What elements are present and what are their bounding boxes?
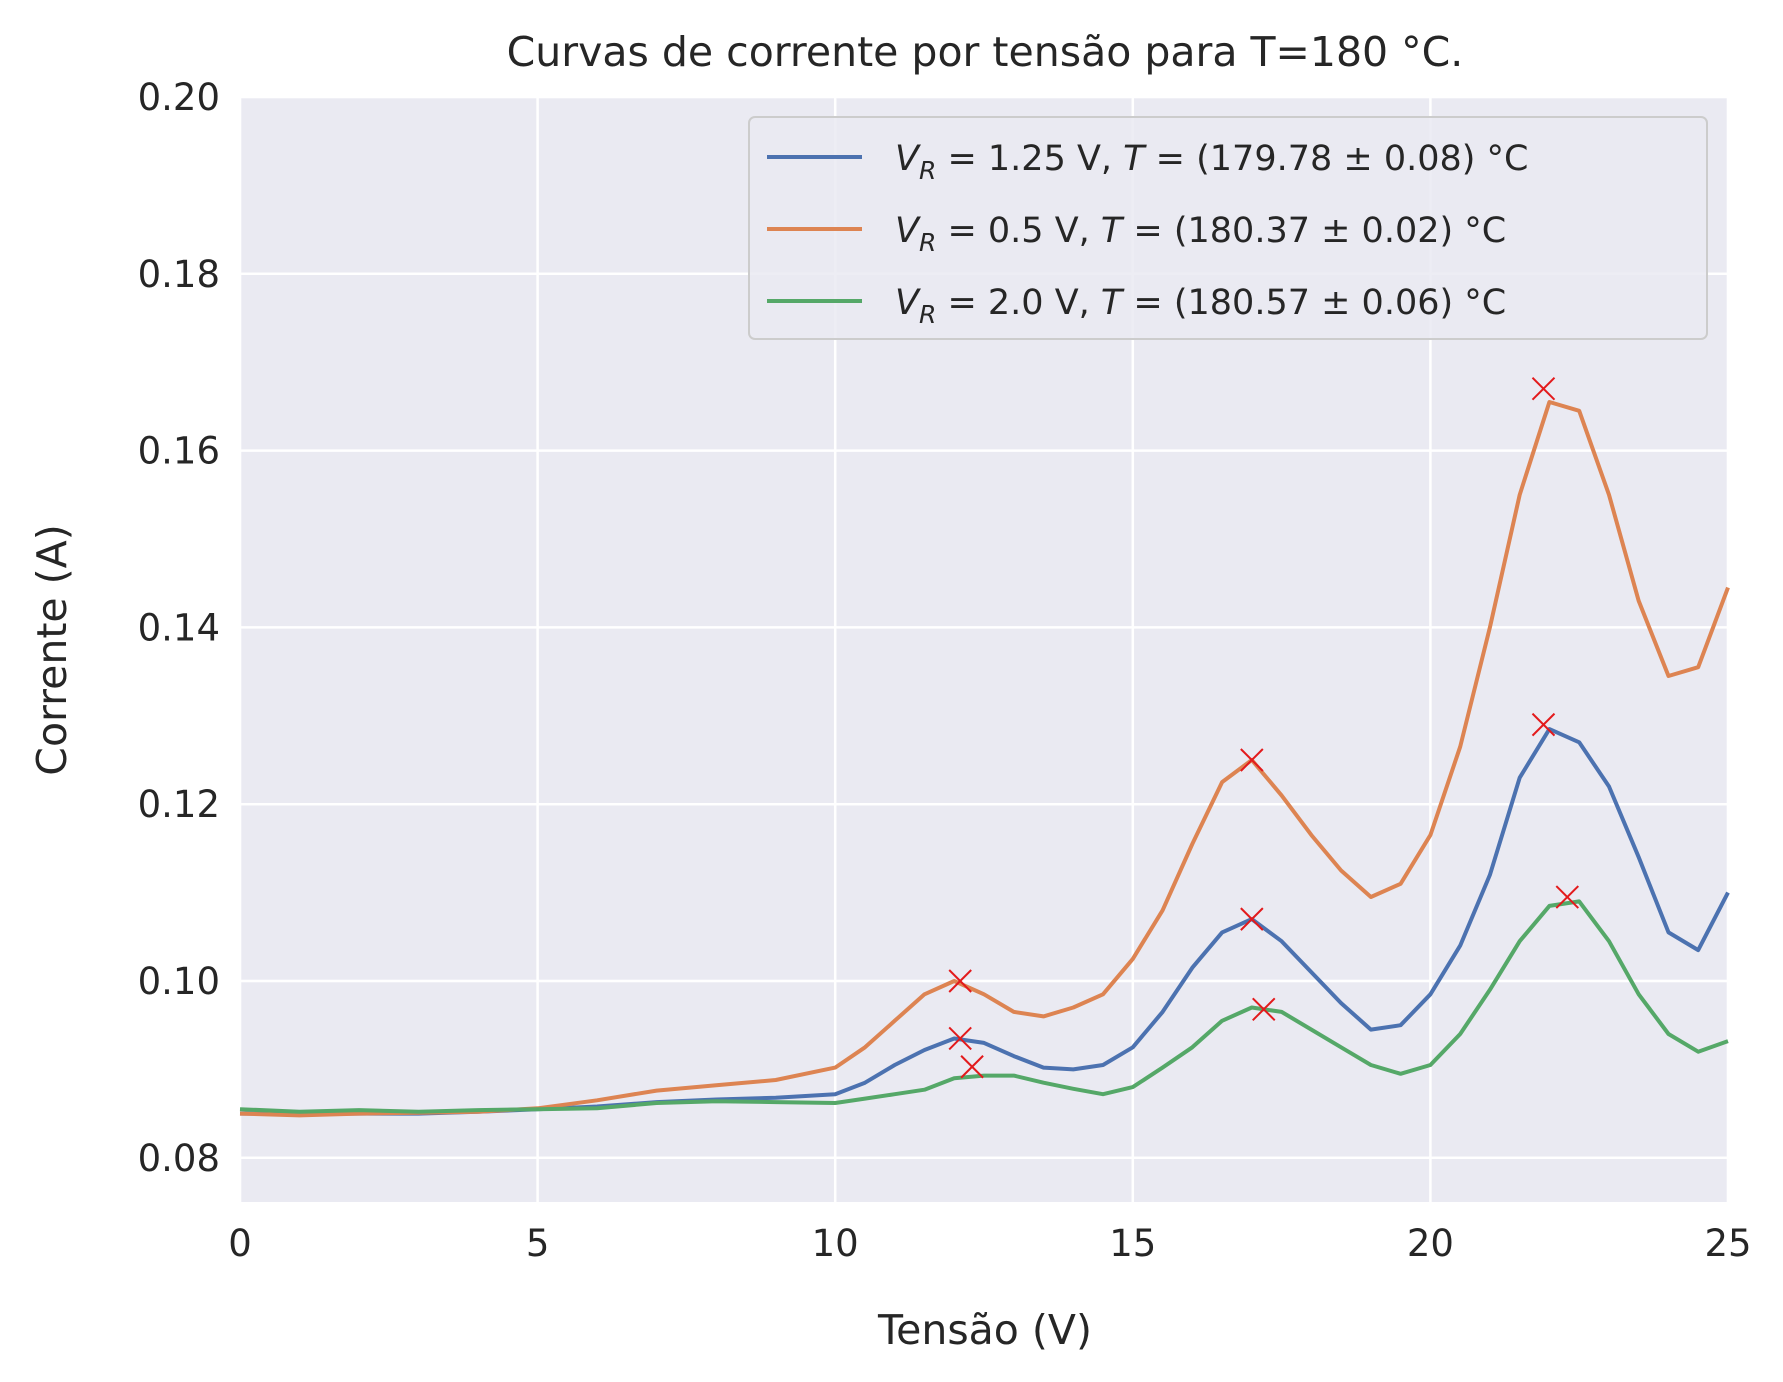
legend-entry-2: VR = 0.5 V, T = (180.37 ± 0.02) °C: [895, 211, 1506, 257]
y-tick-label: 0.08: [138, 1137, 220, 1180]
y-axis-label: Corrente (A): [28, 524, 76, 775]
peak-markers: [948, 377, 1580, 1079]
peak-marker: [948, 1026, 972, 1051]
x-axis-ticks: 0 5 10 15 20 25: [228, 1222, 1751, 1265]
x-tick-label: 0: [228, 1222, 252, 1265]
series-lines: [239, 400, 1730, 1118]
y-tick-label: 0.10: [138, 960, 220, 1003]
series-line-2: [239, 400, 1730, 1118]
x-tick-label: 25: [1704, 1222, 1751, 1265]
chart-title: Curvas de corrente por tensão para T=180…: [507, 28, 1464, 76]
peak-marker: [1531, 712, 1556, 737]
peak-marker: [960, 1055, 984, 1079]
legend-entry-1: VR = 1.25 V, T = (179.78 ± 0.08) °C: [895, 139, 1528, 185]
x-tick-label: 15: [1109, 1222, 1156, 1265]
y-tick-label: 0.16: [138, 430, 220, 473]
peak-marker: [948, 969, 972, 993]
peak-marker: [1252, 997, 1276, 1021]
legend: VR = 1.25 V, T = (179.78 ± 0.08) °C VR = …: [748, 116, 1708, 340]
y-tick-label: 0.18: [138, 253, 220, 296]
peak-marker: [1240, 907, 1264, 931]
y-axis-ticks: 0.08 0.10 0.12 0.14 0.16 0.18 0.20: [138, 76, 220, 1180]
x-axis-label: Tensão (V): [877, 1306, 1092, 1354]
legend-entry-3: VR = 2.0 V, T = (180.57 ± 0.06) °C: [895, 283, 1506, 329]
x-tick-label: 5: [526, 1222, 550, 1265]
y-tick-label: 0.12: [138, 783, 220, 826]
x-tick-label: 10: [812, 1222, 859, 1265]
legend-box: [748, 116, 1708, 340]
peak-marker: [1531, 377, 1556, 401]
series-line-3: [239, 899, 1729, 1114]
y-tick-label: 0.14: [138, 606, 220, 649]
peak-marker: [1240, 748, 1264, 772]
y-tick-label: 0.20: [138, 76, 220, 119]
peak-marker: [1555, 885, 1580, 909]
x-tick-label: 20: [1407, 1222, 1454, 1265]
